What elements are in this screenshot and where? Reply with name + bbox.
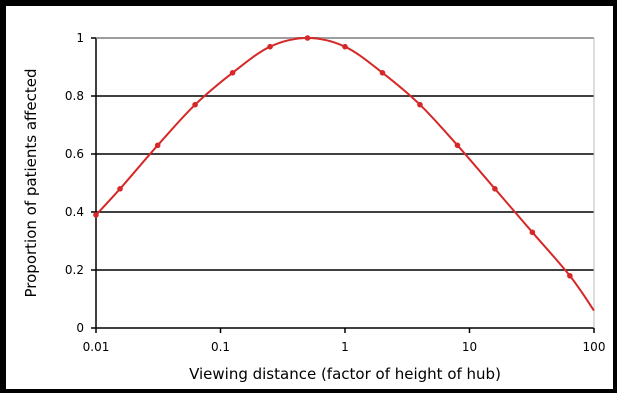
data-point — [154, 142, 161, 149]
data-point — [117, 186, 123, 192]
y-ticks: 0 0.2 0.4 0.6 0.8 1 — [65, 31, 96, 335]
data-point — [342, 43, 348, 50]
x-axis-label: Viewing distance (factor of height of hu… — [189, 365, 501, 383]
data-point — [267, 43, 273, 50]
x-tick-label: 10 — [462, 340, 477, 354]
data-point — [529, 229, 536, 236]
y-axis-label: Proportion of patients affected — [22, 69, 40, 298]
y-tick-label: 0.4 — [65, 205, 84, 219]
x-tick-label: 0.01 — [83, 340, 110, 354]
data-point — [417, 101, 423, 108]
x-ticks: 0.01 0.1 1 10 100 — [83, 328, 606, 354]
data-point — [454, 142, 461, 149]
x-tick-label: 1 — [341, 340, 349, 354]
data-point — [379, 70, 386, 76]
data-point — [567, 273, 573, 279]
y-tick-label: 0.8 — [65, 89, 84, 103]
data-point — [304, 35, 311, 41]
chart-frame: 0 0.2 0.4 0.6 0.8 1 0.01 0.1 1 10 100 Viewing dis… — [6, 6, 613, 389]
y-tick-label: 0 — [76, 321, 84, 335]
x-tick-label: 0.1 — [211, 340, 230, 354]
y-tick-label: 0.2 — [65, 263, 84, 277]
plot-area — [96, 38, 594, 328]
y-tick-label: 0.6 — [65, 147, 84, 161]
data-point — [492, 186, 498, 192]
x-tick-label: 100 — [583, 340, 606, 354]
y-tick-label: 1 — [76, 31, 84, 45]
data-point — [229, 70, 236, 76]
series-layer — [93, 35, 595, 312]
data-point — [192, 101, 198, 108]
data-point — [93, 212, 99, 218]
chart: 0 0.2 0.4 0.6 0.8 1 0.01 0.1 1 10 100 Viewing dis… — [22, 31, 606, 383]
